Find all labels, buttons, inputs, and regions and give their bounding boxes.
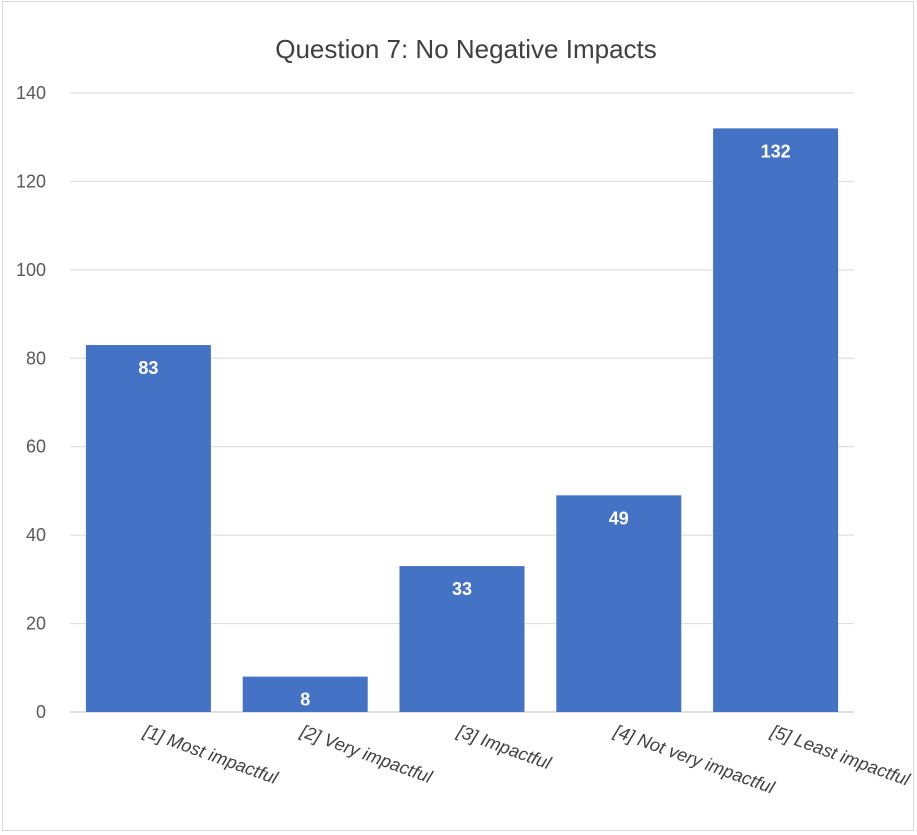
x-axis-ticks: [1] Most impactful [2] Very impactful [3] … [140,721,913,798]
data-label: 83 [138,358,158,378]
data-labels: 83 8 33 49 132 [138,141,790,709]
bar [556,495,682,712]
y-tick-label: 20 [26,614,46,634]
x-tick-label: [4] Not very impactful [610,721,778,798]
y-tick-label: 120 [16,171,46,191]
bar [399,566,525,712]
y-tick-label: 140 [16,83,46,103]
x-tick-label: [3] Impactful [454,721,555,774]
x-tick-label: [1] Most impactful [140,721,281,789]
x-tick-label: [5] Least impactful [767,721,913,790]
y-tick-label: 0 [36,702,46,722]
bar [242,676,368,712]
y-axis-ticks: 0 20 40 60 80 100 120 140 [16,83,46,722]
x-tick-label: [2] Very impactful [297,721,436,788]
data-label: 49 [609,508,629,528]
data-label: 8 [300,690,310,710]
y-tick-label: 100 [16,260,46,280]
y-tick-label: 80 [26,348,46,368]
y-tick-label: 60 [26,437,46,457]
data-label: 33 [452,579,472,599]
bar [713,128,839,712]
bars [85,128,839,712]
chart-title: Question 7: No Negative Impacts [275,34,657,64]
bar [85,345,211,712]
y-tick-label: 40 [26,525,46,545]
data-label: 132 [761,141,791,161]
